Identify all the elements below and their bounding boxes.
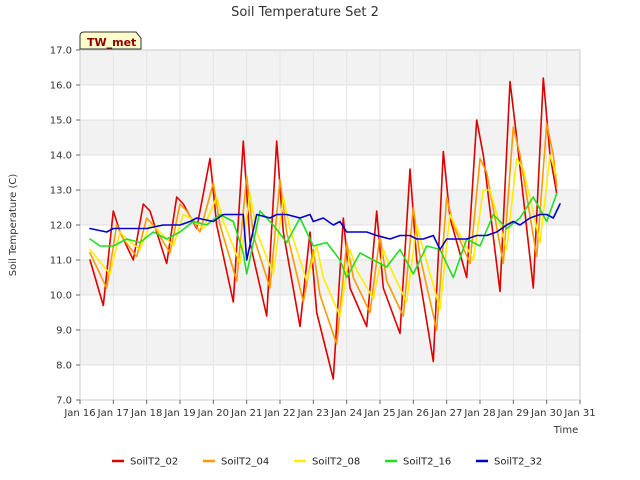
station-tag-box [79,31,142,50]
x-tick-label: Jan 23 [297,408,329,419]
y-tick-label: 15.0 [50,116,72,127]
legend-label-SoilT2_08: SoilT2_08 [312,457,360,468]
y-tick-label: 17.0 [50,46,72,57]
x-axis: Jan 16 Jan 17 Jan 18 Jan 19 Jan 20 Jan 21 Jan … [63,400,596,419]
plot-band [80,50,580,85]
x-tick-label: Jan 28 [463,408,495,419]
x-tick-label: Jan 20 [197,408,229,419]
y-tick-label: 11.0 [50,256,72,267]
legend-label-SoilT2_04: SoilT2_04 [221,457,269,468]
legend-label-SoilT2_02: SoilT2_02 [130,457,178,468]
chart-title: Soil Temperature Set 2 [231,5,379,20]
y-tick-label: 7.0 [56,396,72,407]
y-axis: 7.0 8.0 9.0 10.0 11.0 12.0 13.0 14.0 15.0 16.0 17.… [50,46,80,407]
station-tag: TW_met [79,31,142,50]
x-tick-label: Jan 19 [163,408,195,419]
plot-band [80,260,580,295]
x-tick-label: Jan 26 [397,408,429,419]
plot-band [80,120,580,155]
x-tick-label: Jan 18 [130,408,162,419]
y-tick-label: 12.0 [50,221,72,232]
x-tick-label: Jan 30 [530,408,562,419]
x-tick-label: Jan 29 [497,408,529,419]
legend-label-SoilT2_32: SoilT2_32 [494,457,542,468]
series-lines [89,77,561,380]
x-tick-label: Jan 17 [97,408,129,419]
legend-label-SoilT2_16: SoilT2_16 [403,457,451,468]
x-tick-label: Jan 24 [330,408,362,419]
series-line-SoilT2_32 [89,203,561,261]
x-tick-label: Jan 22 [263,408,295,419]
series-line-SoilT2_16 [89,192,558,279]
x-tick-label: Jan 31 [563,408,595,419]
y-axis-title: Soil Temperature (C) [8,174,19,277]
series-line-SoilT2_08 [89,154,558,317]
plot-band [80,330,580,365]
y-tick-label: 14.0 [50,151,72,162]
x-tick-label: Jan 21 [230,408,262,419]
x-tick-label: Jan 16 [63,408,95,419]
y-tick-label: 8.0 [56,361,72,372]
x-axis-title: Time [553,425,578,436]
y-tick-label: 13.0 [50,186,72,197]
x-tick-label: Jan 25 [363,408,395,419]
y-tick-label: 16.0 [50,81,72,92]
legend: SoilT2_02 SoilT2_04 SoilT2_08 SoilT2_16 Soil… [112,457,542,468]
plot-bands [80,50,580,365]
y-tick-label: 10.0 [50,291,72,302]
x-tick-label: Jan 27 [430,408,462,419]
series-line-SoilT2_02 [89,77,558,380]
y-tick-label: 9.0 [56,326,72,337]
station-tag-label: TW_met [87,36,136,49]
